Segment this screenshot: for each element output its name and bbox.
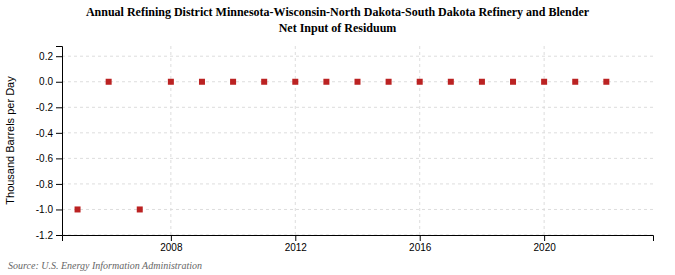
tick: 2008 [160,235,183,253]
y-axis: 0.2 0.0 -0.2 -0.4 -0.6 -0.8 -1.0 -1.2 [36,47,63,241]
tick-label: 2020 [534,242,557,253]
tick-mark [295,235,296,241]
chart: 2008 2012 2016 2020 0.2 0.0 -0.2 -0.4 -0.6 -0.8 -1… [0,0,675,275]
tick-mark [544,235,545,241]
tick-mark [420,235,421,241]
point [479,79,485,85]
point [572,79,578,85]
point [386,79,392,85]
point [230,79,236,85]
tick-label: -1.2 [36,230,54,241]
axis-line [63,236,654,242]
grid-line [62,183,653,184]
grid-line [295,46,296,235]
points [75,79,610,213]
tick: 2020 [534,235,557,253]
subtitle: Net Input of Residuum [279,21,397,35]
tick: 2016 [409,235,432,253]
grid-line [62,107,653,108]
tick: -0.6 [36,153,62,164]
tick-label: 2016 [409,242,432,253]
point [417,79,423,85]
point [603,79,609,85]
y-axis-title: Thousand Barrels per Day [4,76,16,205]
grid-line [544,46,545,235]
point [355,79,361,85]
title: Annual Refining District Minnesota-Wisco… [86,5,590,19]
tick-mark [56,209,62,210]
x-axis: 2008 2012 2016 2020 [63,235,654,253]
grid-line [62,158,653,159]
tick-mark [56,133,62,134]
grid-line [62,209,653,210]
tick: -0.8 [36,179,62,190]
tick-mark [56,82,62,83]
tick: 2012 [285,235,308,253]
axis-line [56,47,63,236]
grid-line [170,46,171,235]
point [75,206,81,212]
tick: -1.0 [36,204,62,215]
tick-label: -1.0 [36,204,54,215]
tick-label: 0.2 [39,51,53,62]
tick: -0.4 [36,128,62,139]
point [510,79,516,85]
annotation: Source: U.S. Energy Information Administ… [8,260,202,271]
tick: -1.2 [36,230,62,241]
tick-mark [171,235,172,241]
point [137,206,143,212]
tick-mark [56,107,62,108]
point [448,79,454,85]
tick: -0.2 [36,102,62,113]
point [541,79,547,85]
tick-label: -0.2 [36,102,54,113]
point [261,79,267,85]
tick-label: 0.0 [39,76,53,87]
point [323,79,329,85]
tick-label: 2008 [160,242,183,253]
tick-label: 2012 [285,242,308,253]
tick: 0.2 [39,51,62,62]
tick-mark [56,184,62,185]
grid-line [62,56,653,57]
tick-label: -0.8 [36,179,54,190]
point [292,79,298,85]
grid [62,46,653,235]
tick-label: -0.6 [36,153,54,164]
point [106,79,112,85]
tick-mark [56,235,62,236]
tick: 0.0 [39,76,62,87]
grid-line [419,46,420,235]
grid-line [62,132,653,133]
tick-mark [56,158,62,159]
point [199,79,205,85]
tick-label: -0.4 [36,128,54,139]
plot: 2008 2012 2016 2020 0.2 0.0 -0.2 -0.4 -0.6 -0.8 -1… [36,46,654,253]
point [168,79,174,85]
tick-mark [56,56,62,57]
